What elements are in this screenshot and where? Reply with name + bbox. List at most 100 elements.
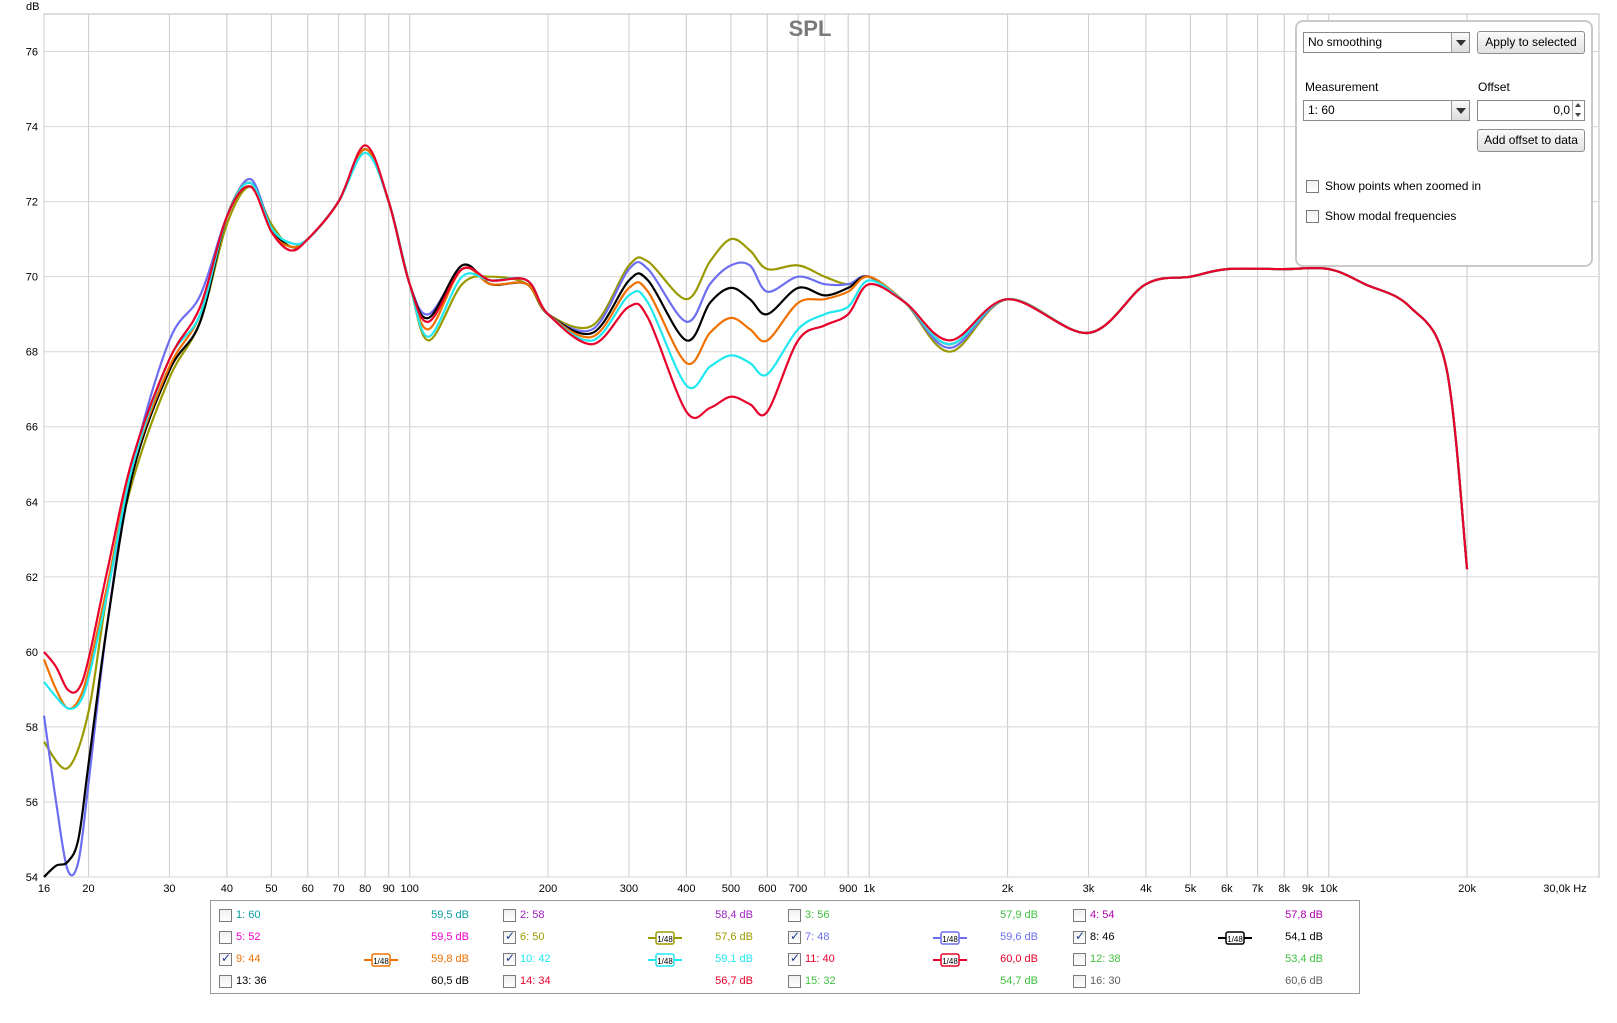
legend-checkbox[interactable] — [503, 975, 516, 988]
legend-measurement-value: 57,6 dB — [715, 931, 753, 943]
svg-text:1/48: 1/48 — [657, 935, 673, 944]
legend-item[interactable]: 9: 44 1/48 59,8 dB — [219, 950, 479, 970]
legend-checkbox[interactable] — [788, 951, 801, 966]
offset-input[interactable]: 0,0 — [1477, 100, 1585, 121]
measurement-select[interactable]: 1: 60 — [1303, 100, 1470, 121]
legend-checkbox[interactable] — [1073, 975, 1086, 988]
y-tick-label: 60 — [26, 647, 38, 659]
legend-measurement-name: 8: 46 — [1090, 931, 1115, 943]
legend-item[interactable]: 13: 36 60,5 dB — [219, 972, 479, 992]
offset-stepper[interactable] — [1572, 101, 1584, 120]
legend-checkbox[interactable] — [788, 909, 801, 922]
legend-measurement-name: 15: 32 — [805, 975, 836, 987]
legend-measurement-value: 58,4 dB — [715, 909, 753, 921]
apply-to-selected-button[interactable]: Apply to selected — [1477, 31, 1585, 54]
legend-measurement-name: 7: 48 — [805, 931, 830, 943]
legend-measurement-name: 16: 30 — [1090, 975, 1121, 987]
legend-measurement-value: 59,8 dB — [431, 953, 469, 965]
legend-line-swatch[interactable]: 1/48 — [648, 930, 682, 946]
y-tick-label: 54 — [26, 872, 38, 884]
x-tick-label: 300 — [620, 883, 638, 895]
legend-measurement-name: 10: 42 — [520, 953, 551, 965]
grid — [43, 14, 1598, 878]
x-tick-label: 100 — [401, 883, 419, 895]
legend-line-swatch[interactable]: 1/48 — [933, 930, 967, 946]
legend-item[interactable]: 3: 56 57,9 dB — [788, 906, 1048, 926]
chevron-down-icon[interactable] — [1451, 33, 1469, 52]
legend-checkbox[interactable] — [219, 951, 232, 966]
legend-checkbox[interactable] — [788, 975, 801, 988]
legend-item[interactable]: 15: 32 54,7 dB — [788, 972, 1048, 992]
x-tick-label: 16 — [38, 883, 50, 895]
y-tick-label: 56 — [26, 797, 38, 809]
offset-value: 0,0 — [1553, 103, 1570, 117]
legend-measurement-value: 59,5 dB — [431, 909, 469, 921]
legend-item[interactable]: 11: 40 1/48 60,0 dB — [788, 950, 1048, 970]
legend-checkbox[interactable] — [1073, 953, 1086, 966]
show-points-checkbox[interactable] — [1306, 180, 1319, 193]
legend-line-swatch[interactable]: 1/48 — [364, 952, 398, 968]
legend-checkbox[interactable] — [788, 929, 801, 944]
x-tick-label: 20 — [82, 883, 94, 895]
svg-text:1/48: 1/48 — [657, 957, 673, 966]
legend-item[interactable]: 7: 48 1/48 59,6 dB — [788, 928, 1048, 948]
x-tick-label: 60 — [302, 883, 314, 895]
offset-label: Offset — [1478, 80, 1510, 94]
legend-item[interactable]: 12: 38 53,4 dB — [1073, 950, 1333, 970]
add-offset-button[interactable]: Add offset to data — [1477, 129, 1585, 152]
y-tick-label: 74 — [26, 122, 38, 134]
legend-checkbox[interactable] — [219, 931, 232, 944]
legend-item[interactable]: 1: 60 59,5 dB — [219, 906, 479, 926]
legend-item[interactable]: 2: 58 58,4 dB — [503, 906, 763, 926]
smoothing-value: No smoothing — [1308, 35, 1383, 49]
legend-checkbox[interactable] — [503, 951, 516, 966]
legend-line-swatch[interactable]: 1/48 — [933, 952, 967, 968]
legend-measurement-name: 12: 38 — [1090, 953, 1121, 965]
legend-item[interactable]: 14: 34 56,7 dB — [503, 972, 763, 992]
y-tick-label: 66 — [26, 422, 38, 434]
chevron-down-icon[interactable] — [1451, 101, 1469, 120]
x-tick-label: 30,0k Hz — [1543, 883, 1586, 895]
measurement-label: Measurement — [1305, 80, 1379, 94]
legend-item[interactable]: 5: 52 59,5 dB — [219, 928, 479, 948]
legend-line-swatch[interactable]: 1/48 — [648, 952, 682, 968]
show-modal-checkbox[interactable] — [1306, 210, 1319, 223]
legend-measurement-value: 54,1 dB — [1285, 931, 1323, 943]
x-tick-label: 70 — [332, 883, 344, 895]
legend-checkbox[interactable] — [1073, 909, 1086, 922]
x-tick-label: 200 — [539, 883, 557, 895]
measurement-value: 1: 60 — [1308, 103, 1335, 117]
legend-item[interactable]: 8: 46 1/48 54,1 dB — [1073, 928, 1333, 948]
legend-checkbox[interactable] — [503, 929, 516, 944]
x-tick-label: 80 — [359, 883, 371, 895]
x-tick-label: 900 — [839, 883, 857, 895]
legend-item[interactable]: 4: 54 57,8 dB — [1073, 906, 1333, 926]
legend-measurement-value: 57,9 dB — [1000, 909, 1038, 921]
legend-measurement-value: 59,1 dB — [715, 953, 753, 965]
legend-checkbox[interactable] — [219, 909, 232, 922]
legend-item[interactable]: 16: 30 60,6 dB — [1073, 972, 1333, 992]
legend-measurement-value: 60,5 dB — [431, 975, 469, 987]
legend-measurement-name: 1: 60 — [236, 909, 261, 921]
smoothing-select[interactable]: No smoothing — [1303, 32, 1470, 53]
legend-item[interactable]: 6: 50 1/48 57,6 dB — [503, 928, 763, 948]
legend-checkbox[interactable] — [1073, 929, 1086, 944]
chart-title: SPL — [789, 16, 832, 41]
y-tick-label: 70 — [26, 272, 38, 284]
legend-line-swatch[interactable]: 1/48 — [1218, 930, 1252, 946]
x-tick-label: 9k — [1302, 883, 1314, 895]
y-tick-label: 68 — [26, 347, 38, 359]
y-tick-label: 72 — [26, 197, 38, 209]
y-tick-label: 62 — [26, 572, 38, 584]
legend-measurement-name: 3: 56 — [805, 909, 830, 921]
y-tick-label: 76 — [26, 47, 38, 59]
legend-measurement-name: 5: 52 — [236, 931, 261, 943]
legend-checkbox[interactable] — [503, 909, 516, 922]
y-tick-label: 58 — [26, 722, 38, 734]
x-tick-label: 20k — [1458, 883, 1476, 895]
legend-checkbox[interactable] — [219, 975, 232, 988]
legend-measurement-name: 14: 34 — [520, 975, 551, 987]
legend-item[interactable]: 10: 42 1/48 59,1 dB — [503, 950, 763, 970]
svg-text:1/48: 1/48 — [942, 957, 958, 966]
legend-measurement-value: 53,4 dB — [1285, 953, 1323, 965]
